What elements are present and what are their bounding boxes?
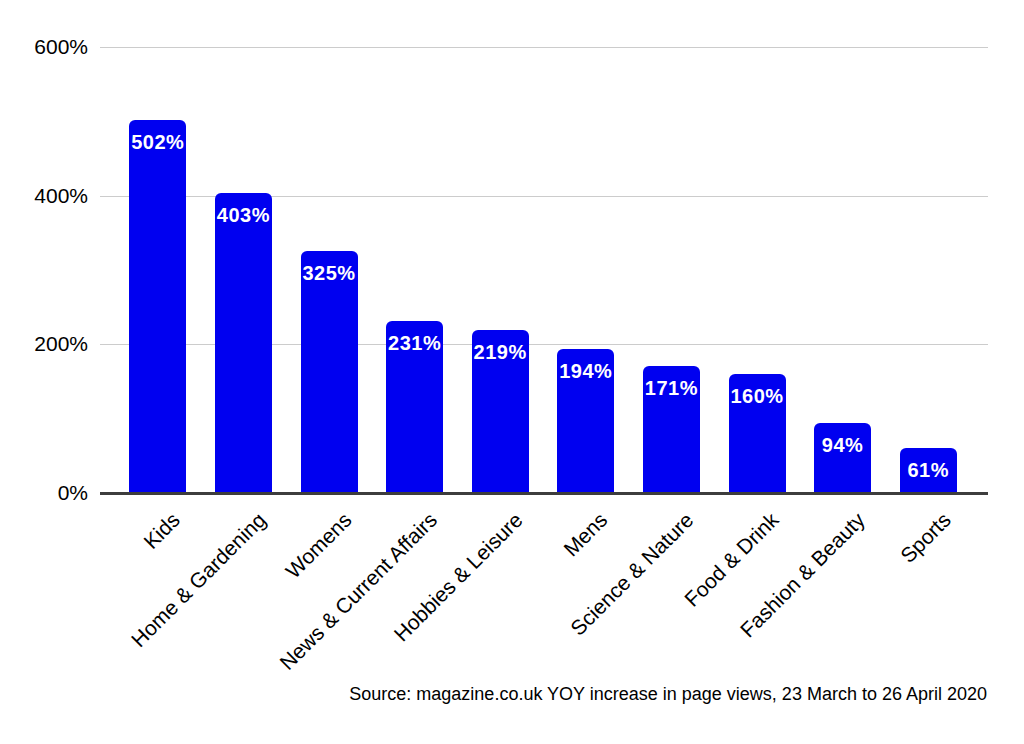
gridline-600 [100,47,988,48]
bar-value-label: 325% [301,251,358,285]
y-axis-tick-label-200: 200% [0,332,88,356]
bar-womens: 325% [301,251,358,493]
source-caption: Source: magazine.co.uk YOY increase in p… [349,684,987,705]
bar-science-nature: 171% [643,366,700,493]
bar-value-label: 61% [900,448,957,482]
x-axis-label-news-current-affairs: News & Current Affairs [275,508,442,675]
x-axis-label-mens: Mens [559,508,612,561]
bar-chart: Source: magazine.co.uk YOY increase in p… [0,0,1024,744]
x-axis-line [100,492,988,495]
bar-food-drink: 160% [729,374,786,493]
bar-news-current-affairs: 231% [386,321,443,493]
bar-value-label: 219% [472,330,529,364]
bar-value-label: 171% [643,366,700,400]
y-axis-tick-label-0: 0% [0,481,88,505]
bar-sports: 61% [900,448,957,493]
bar-kids: 502% [129,120,186,493]
bar-value-label: 231% [386,321,443,355]
bar-value-label: 502% [129,120,186,154]
bar-value-label: 160% [729,374,786,408]
y-axis-tick-label-400: 400% [0,184,88,208]
bar-mens: 194% [557,349,614,493]
x-axis-label-womens: Womens [281,508,356,583]
bar-hobbies-leisure: 219% [472,330,529,493]
bar-home-gardening: 403% [215,193,272,493]
bar-value-label: 194% [557,349,614,383]
bar-fashion-beauty: 94% [814,423,871,493]
x-axis-label-kids: Kids [139,508,185,554]
y-axis-tick-label-600: 600% [0,35,88,59]
bar-value-label: 403% [215,193,272,227]
x-axis-label-sports: Sports [895,508,955,568]
bar-value-label: 94% [814,423,871,457]
